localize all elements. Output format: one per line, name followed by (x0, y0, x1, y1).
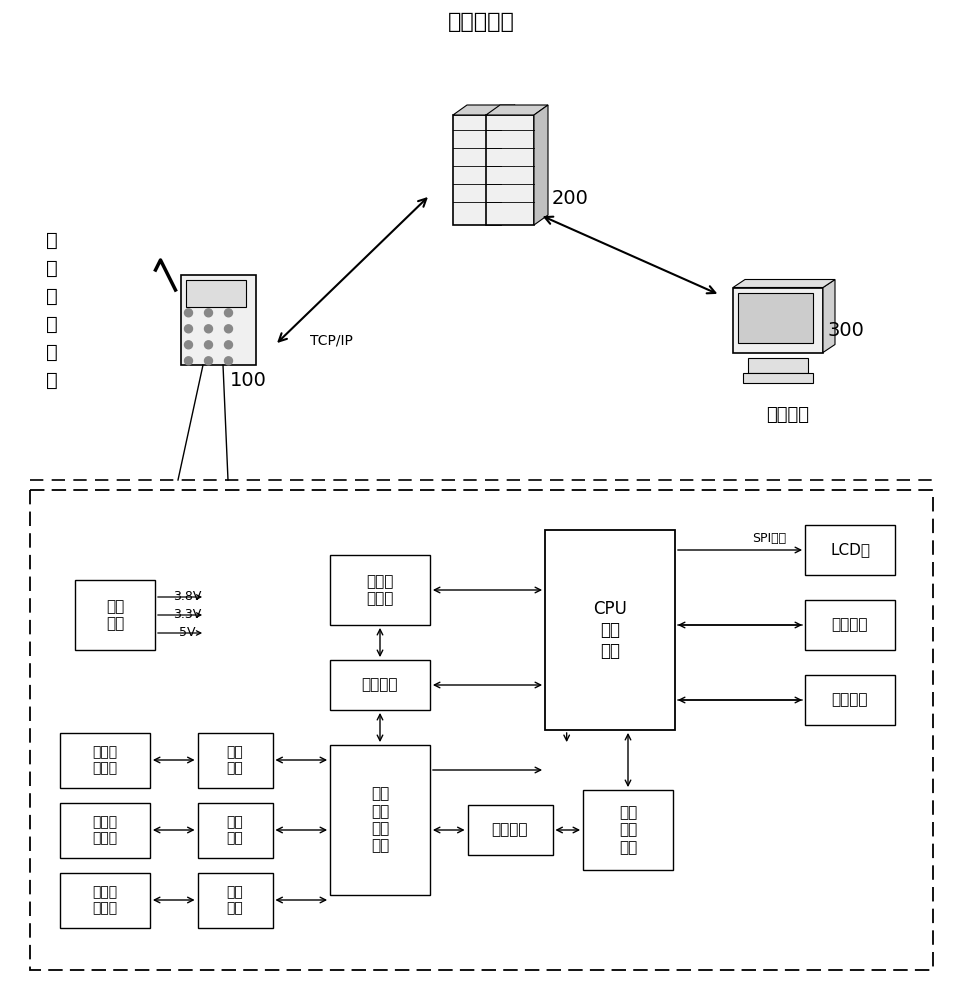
FancyBboxPatch shape (180, 275, 255, 365)
Text: 耳机接
口电路: 耳机接 口电路 (92, 815, 117, 845)
Bar (748, 358, 808, 372)
Text: 键盘电路: 键盘电路 (832, 617, 869, 633)
Text: SPI总线: SPI总线 (752, 532, 786, 544)
Bar (186, 280, 246, 307)
Text: 滤波
电路: 滤波 电路 (226, 745, 244, 775)
Bar (75, 580, 155, 650)
Text: 端: 端 (46, 370, 58, 389)
Bar (60, 732, 150, 788)
Text: 100: 100 (229, 370, 267, 389)
Text: 话: 话 (46, 258, 58, 277)
Text: 滤波电路: 滤波电路 (362, 678, 399, 692)
Circle shape (224, 325, 232, 333)
Bar (805, 525, 895, 575)
Circle shape (224, 357, 232, 365)
Circle shape (204, 357, 213, 365)
Polygon shape (501, 105, 515, 225)
Text: 终: 终 (46, 342, 58, 361)
Bar (583, 790, 673, 870)
Polygon shape (733, 279, 835, 288)
Circle shape (185, 309, 193, 317)
Text: 云端服务器: 云端服务器 (448, 12, 514, 32)
Bar (197, 732, 273, 788)
Bar (467, 805, 553, 855)
Text: 叫: 叫 (46, 314, 58, 334)
Bar (330, 555, 430, 625)
Circle shape (185, 341, 193, 349)
Bar (743, 372, 813, 382)
Circle shape (204, 325, 213, 333)
Text: 管理终端: 管理终端 (767, 406, 810, 424)
Text: 3.8V: 3.8V (172, 590, 201, 603)
Text: 300: 300 (827, 320, 865, 340)
Bar (60, 872, 150, 928)
Text: 滤波
电路: 滤波 电路 (226, 815, 244, 845)
Bar (30, 490, 933, 970)
Text: 5V: 5V (179, 626, 195, 640)
Text: TCP/IP: TCP/IP (310, 333, 352, 347)
Text: 滤波
电路: 滤波 电路 (226, 885, 244, 915)
Text: 网络接口: 网络接口 (832, 692, 869, 708)
Bar (805, 600, 895, 650)
Circle shape (224, 309, 232, 317)
Text: 3.3V: 3.3V (173, 608, 201, 621)
Circle shape (204, 341, 213, 349)
Circle shape (204, 309, 213, 317)
Bar (738, 292, 813, 342)
Circle shape (224, 341, 232, 349)
Polygon shape (534, 105, 548, 225)
Text: 音频
切换
控制
芯片: 音频 切换 控制 芯片 (371, 786, 389, 854)
Polygon shape (823, 279, 835, 353)
Bar (197, 802, 273, 857)
Text: 免提接
口电路: 免提接 口电路 (92, 885, 117, 915)
FancyBboxPatch shape (486, 115, 534, 225)
Text: 声卡
控制
芯片: 声卡 控制 芯片 (619, 805, 638, 855)
Text: 200: 200 (552, 188, 588, 208)
Text: LCD屏: LCD屏 (830, 542, 870, 558)
FancyBboxPatch shape (733, 288, 823, 353)
FancyBboxPatch shape (453, 115, 501, 225)
Text: 电源
电路: 电源 电路 (106, 599, 124, 631)
Bar (60, 802, 150, 857)
Bar (805, 675, 895, 725)
Text: 呼: 呼 (46, 286, 58, 306)
Text: 通讯模
块电路: 通讯模 块电路 (366, 574, 394, 606)
Bar (330, 660, 430, 710)
Circle shape (185, 325, 193, 333)
Text: CPU
核心
模块: CPU 核心 模块 (593, 600, 627, 660)
Bar (197, 872, 273, 928)
Bar (545, 530, 675, 730)
Circle shape (185, 357, 193, 365)
Text: 电: 电 (46, 231, 58, 249)
Bar (330, 745, 430, 895)
Text: 手柄接
口电路: 手柄接 口电路 (92, 745, 117, 775)
Text: 滤波电路: 滤波电路 (492, 822, 529, 838)
Polygon shape (486, 105, 548, 115)
Polygon shape (453, 105, 515, 115)
